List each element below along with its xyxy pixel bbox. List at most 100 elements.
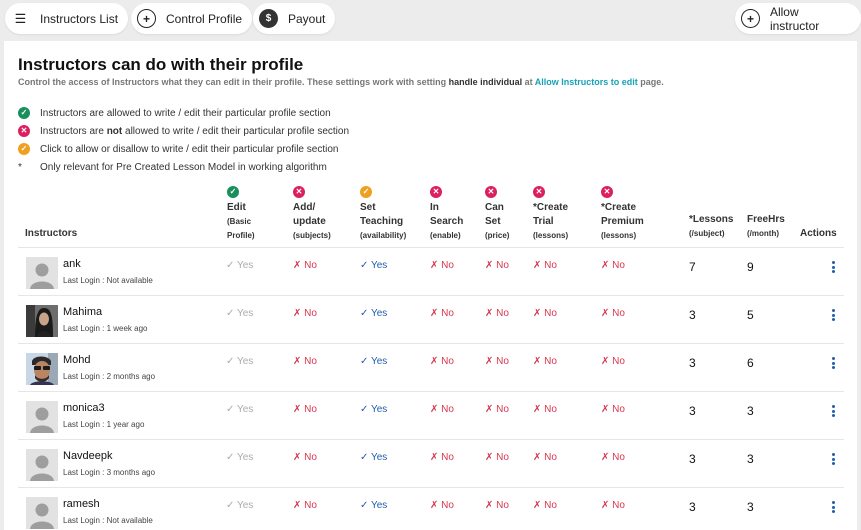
more-actions-icon[interactable] bbox=[828, 500, 838, 514]
page-title: Instructors can do with their profile bbox=[18, 55, 304, 74]
allow-instructors-edit-link[interactable]: Allow Instructors to edit bbox=[534, 77, 638, 87]
more-actions-icon[interactable] bbox=[828, 452, 838, 466]
header-edit[interactable]: ✓ Edit (Basic Profile) bbox=[227, 185, 255, 243]
last-login: Last Login : 2 months ago bbox=[63, 372, 156, 381]
lessons-count: 3 bbox=[689, 356, 696, 370]
permission-set[interactable]: ✓ Yes bbox=[360, 404, 388, 415]
permission-insearch: ✗ No bbox=[430, 260, 454, 271]
header-line: (/subject) bbox=[689, 229, 725, 238]
header-line: Add/ bbox=[293, 202, 316, 213]
permission-set[interactable]: ✓ Yes bbox=[360, 452, 388, 463]
cross-circle-icon: ✕ bbox=[533, 186, 545, 198]
more-actions-icon[interactable] bbox=[828, 356, 838, 370]
permission-edit: ✓ Yes bbox=[226, 452, 254, 463]
header-line: (availability) bbox=[360, 231, 407, 240]
more-actions-icon[interactable] bbox=[828, 308, 838, 322]
payout-label: Payout bbox=[288, 11, 326, 26]
instructor-name[interactable]: Mohd bbox=[63, 354, 91, 366]
more-actions-icon[interactable] bbox=[828, 260, 838, 274]
list-icon: ☰ bbox=[14, 10, 27, 26]
header-set-teaching[interactable]: ✓ Set Teaching (availability) bbox=[360, 185, 406, 243]
control-profile-button[interactable]: + Control Profile bbox=[131, 3, 253, 34]
permission-set[interactable]: ✓ Yes bbox=[360, 356, 388, 367]
instructor-name[interactable]: ank bbox=[63, 258, 81, 270]
permission-premium: ✗ No bbox=[601, 404, 625, 415]
permission-trial: ✗ No bbox=[533, 452, 557, 463]
freehrs-count: 6 bbox=[747, 356, 754, 370]
instructor-name[interactable]: Mahima bbox=[63, 306, 103, 318]
legend-star: * Only relevant for Pre Created Lesson M… bbox=[18, 162, 518, 173]
instructor-name[interactable]: Navdeepk bbox=[63, 450, 113, 462]
permission-insearch: ✗ No bbox=[430, 308, 454, 319]
lessons-count: 3 bbox=[689, 500, 696, 514]
more-actions-icon[interactable] bbox=[828, 404, 838, 418]
header-line: (price) bbox=[485, 231, 510, 240]
page-subtitle: Control the access of Instructors what t… bbox=[18, 77, 664, 87]
legend-not-allowed: ✕ Instructors are not allowed to write /… bbox=[18, 125, 518, 137]
default-avatar-icon bbox=[26, 449, 58, 481]
header-in-search[interactable]: ✕ In Search (enable) bbox=[430, 185, 463, 243]
legend-toggle-text: Click to allow or disallow to write / ed… bbox=[40, 143, 339, 155]
header-create-trial[interactable]: ✕ *Create Trial (lessons) bbox=[533, 185, 568, 243]
last-login: Last Login : 3 months ago bbox=[63, 468, 156, 477]
legend-text: Instructors are bbox=[40, 125, 107, 137]
header-line: Set bbox=[485, 216, 501, 227]
default-avatar-icon bbox=[26, 257, 58, 289]
table-row: ank Last Login : Not available ✓ Yes ✗ No ✓ … bbox=[18, 247, 844, 295]
header-line: (/month) bbox=[747, 229, 779, 238]
header-line: (subjects) bbox=[293, 231, 331, 240]
payout-button[interactable]: $ Payout bbox=[253, 3, 336, 34]
header-add-update[interactable]: ✕ Add/ update (subjects) bbox=[293, 185, 331, 243]
profile-photo bbox=[26, 353, 58, 385]
header-line: (enable) bbox=[430, 231, 461, 240]
header-line: (Basic bbox=[227, 217, 252, 226]
permission-insearch: ✗ No bbox=[430, 404, 454, 415]
cross-circle-icon: ✕ bbox=[293, 186, 305, 198]
header-create-premium[interactable]: ✕ *Create Premium (lessons) bbox=[601, 185, 644, 243]
header-line: Edit bbox=[227, 202, 246, 213]
freehrs-count: 3 bbox=[747, 500, 754, 514]
allow-instructor-button[interactable]: + Allow instructor bbox=[735, 3, 861, 34]
permission-set[interactable]: ✓ Yes bbox=[360, 308, 388, 319]
control-profile-label: Control Profile bbox=[166, 11, 243, 26]
lessons-count: 3 bbox=[689, 404, 696, 418]
instructor-name[interactable]: ramesh bbox=[63, 498, 100, 510]
last-login: Last Login : Not available bbox=[63, 516, 153, 525]
lessons-count: 3 bbox=[689, 452, 696, 466]
permission-add: ✗ No bbox=[293, 404, 317, 415]
plus-circle-icon: + bbox=[137, 9, 156, 28]
table-row: Mahima Last Login : 1 week ago ✓ Yes ✗ No ✓ … bbox=[18, 295, 844, 343]
table-row: monica3 Last Login : 1 year ago ✓ Yes ✗ No ✓… bbox=[18, 391, 844, 439]
permission-canset: ✗ No bbox=[485, 404, 509, 415]
allow-instructor-label: Allow instructor bbox=[769, 4, 820, 33]
header-line: (lessons) bbox=[601, 231, 637, 240]
permission-premium: ✗ No bbox=[601, 452, 625, 463]
lessons-count: 7 bbox=[689, 260, 696, 274]
permission-set[interactable]: ✓ Yes bbox=[360, 260, 388, 271]
permission-set[interactable]: ✓ Yes bbox=[360, 500, 388, 511]
legend-text: allowed to write / edit their particular… bbox=[122, 125, 350, 137]
permission-edit: ✓ Yes bbox=[226, 404, 254, 415]
permission-add: ✗ No bbox=[293, 452, 317, 463]
last-login: Last Login : 1 year ago bbox=[63, 420, 145, 429]
check-circle-icon: ✓ bbox=[227, 186, 239, 198]
toggle-circle-icon: ✓ bbox=[360, 186, 372, 198]
permission-canset: ✗ No bbox=[485, 452, 509, 463]
instructors-list-button[interactable]: ☰ Instructors List bbox=[5, 3, 129, 34]
permission-edit: ✓ Yes bbox=[226, 356, 254, 367]
instructor-name[interactable]: monica3 bbox=[63, 402, 105, 414]
asterisk-marker: * bbox=[18, 162, 22, 173]
subtitle-text: page. bbox=[637, 77, 664, 87]
instructors-list-label: Instructors List bbox=[40, 11, 119, 26]
header-can-set[interactable]: ✕ Can Set (price) bbox=[485, 185, 509, 243]
permission-edit: ✓ Yes bbox=[226, 308, 254, 319]
toggle-circle-icon: ✓ bbox=[18, 143, 30, 155]
header-line: *Create bbox=[533, 202, 569, 213]
subtitle-text: Control the access of Instructors what t… bbox=[18, 77, 449, 87]
default-avatar-icon bbox=[26, 497, 58, 529]
header-line: Trial bbox=[533, 216, 554, 227]
table-row: ramesh Last Login : Not available ✓ Yes ✗ N… bbox=[18, 487, 844, 530]
dollar-icon: $ bbox=[259, 9, 278, 28]
avatar bbox=[26, 353, 58, 385]
cross-circle-icon: ✕ bbox=[18, 125, 30, 137]
